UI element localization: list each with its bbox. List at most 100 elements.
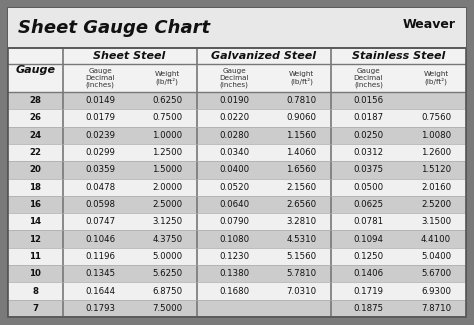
Text: 16: 16	[29, 200, 41, 209]
Text: 0.1094: 0.1094	[354, 235, 383, 244]
Text: Weight
(lb/ft²): Weight (lb/ft²)	[423, 71, 448, 85]
Text: 7.0310: 7.0310	[286, 287, 317, 295]
Text: 8: 8	[32, 287, 38, 295]
Bar	[8, 265, 466, 282]
Text: 0.7500: 0.7500	[152, 113, 182, 123]
Text: 0.1380: 0.1380	[219, 269, 249, 278]
Bar	[8, 48, 466, 64]
Text: 10: 10	[29, 269, 41, 278]
Bar	[8, 64, 466, 92]
Text: 0.1345: 0.1345	[85, 269, 115, 278]
Text: 4.4100: 4.4100	[421, 235, 451, 244]
Text: 1.4060: 1.4060	[286, 148, 317, 157]
Text: Gauge
Decimal
(inches): Gauge Decimal (inches)	[354, 68, 383, 88]
Bar	[8, 178, 466, 196]
Text: 0.0179: 0.0179	[85, 113, 115, 123]
Text: Gauge
Decimal
(inches): Gauge Decimal (inches)	[219, 68, 249, 88]
Text: 0.0400: 0.0400	[219, 165, 249, 175]
Text: 0.1875: 0.1875	[353, 304, 383, 313]
Text: 1.0000: 1.0000	[152, 131, 182, 140]
Text: 0.0640: 0.0640	[219, 200, 249, 209]
Text: 14: 14	[29, 217, 41, 226]
Text: 0.0312: 0.0312	[353, 148, 383, 157]
Bar	[8, 8, 466, 48]
Text: 0.0340: 0.0340	[219, 148, 249, 157]
Text: 7.5000: 7.5000	[152, 304, 182, 313]
Text: 0.1080: 0.1080	[219, 235, 249, 244]
Bar	[8, 127, 466, 144]
Text: 1.2600: 1.2600	[421, 148, 451, 157]
Text: 12: 12	[29, 235, 41, 244]
Bar	[8, 48, 466, 317]
Text: Stainless Steel: Stainless Steel	[352, 51, 445, 61]
Text: 0.1680: 0.1680	[219, 287, 249, 295]
Text: 4.3750: 4.3750	[152, 235, 182, 244]
Text: 7: 7	[32, 304, 38, 313]
Text: 20: 20	[29, 165, 41, 175]
Text: 2.0000: 2.0000	[152, 183, 182, 192]
Text: 11: 11	[29, 252, 41, 261]
Text: 0.9060: 0.9060	[286, 113, 316, 123]
Text: 0.1406: 0.1406	[353, 269, 383, 278]
Text: 2.0160: 2.0160	[421, 183, 451, 192]
Bar	[8, 213, 466, 230]
Text: 5.0000: 5.0000	[152, 252, 182, 261]
Text: 0.7810: 0.7810	[286, 96, 317, 105]
Text: 0.0187: 0.0187	[353, 113, 383, 123]
Text: 0.0500: 0.0500	[353, 183, 383, 192]
Bar	[8, 248, 466, 265]
Text: 3.1250: 3.1250	[152, 217, 182, 226]
Bar	[8, 92, 466, 109]
Text: 0.0375: 0.0375	[353, 165, 383, 175]
Text: 0.0625: 0.0625	[353, 200, 383, 209]
Text: 6.9300: 6.9300	[421, 287, 451, 295]
Text: 2.5200: 2.5200	[421, 200, 451, 209]
Text: 0.0781: 0.0781	[353, 217, 383, 226]
Text: 28: 28	[29, 96, 41, 105]
Text: 24: 24	[29, 131, 41, 140]
Text: 1.0080: 1.0080	[421, 131, 451, 140]
Text: 5.1560: 5.1560	[286, 252, 317, 261]
Bar	[8, 161, 466, 178]
Text: 5.7810: 5.7810	[286, 269, 317, 278]
Text: Weight
(lb/ft²): Weight (lb/ft²)	[289, 71, 314, 85]
Text: 0.0520: 0.0520	[219, 183, 249, 192]
Bar	[8, 109, 466, 127]
Text: 5.0400: 5.0400	[421, 252, 451, 261]
Text: 1.5000: 1.5000	[152, 165, 182, 175]
Text: 0.0280: 0.0280	[219, 131, 249, 140]
Text: 0.0190: 0.0190	[219, 96, 249, 105]
Bar	[8, 230, 466, 248]
Text: 2.1560: 2.1560	[286, 183, 317, 192]
Text: 0.0299: 0.0299	[85, 148, 115, 157]
Text: Gauge: Gauge	[15, 65, 55, 75]
Text: 0.1046: 0.1046	[85, 235, 115, 244]
Text: 0.6250: 0.6250	[152, 96, 182, 105]
Text: 0.0790: 0.0790	[219, 217, 249, 226]
Text: 0.1230: 0.1230	[219, 252, 249, 261]
Text: 0.1644: 0.1644	[85, 287, 115, 295]
Text: 0.1793: 0.1793	[85, 304, 115, 313]
Text: Sheet Gauge Chart: Sheet Gauge Chart	[18, 19, 210, 37]
Text: Sheet Steel: Sheet Steel	[93, 51, 166, 61]
Text: 18: 18	[29, 183, 41, 192]
Text: 1.1560: 1.1560	[286, 131, 317, 140]
Text: 2.6560: 2.6560	[286, 200, 317, 209]
Text: 5.6250: 5.6250	[152, 269, 182, 278]
Text: 0.0359: 0.0359	[85, 165, 115, 175]
Text: 1.2500: 1.2500	[152, 148, 182, 157]
Text: 0.0239: 0.0239	[85, 131, 115, 140]
Text: 22: 22	[29, 148, 41, 157]
Text: Weaver: Weaver	[403, 18, 456, 31]
Text: 3.2810: 3.2810	[286, 217, 317, 226]
Text: 26: 26	[29, 113, 41, 123]
Text: 1.5120: 1.5120	[421, 165, 451, 175]
Text: 0.0250: 0.0250	[353, 131, 383, 140]
Bar	[8, 196, 466, 213]
Text: 0.0598: 0.0598	[85, 200, 115, 209]
Text: 5.6700: 5.6700	[421, 269, 451, 278]
Text: 3.1500: 3.1500	[421, 217, 451, 226]
Bar	[8, 300, 466, 317]
Bar	[8, 144, 466, 161]
Text: 0.1250: 0.1250	[353, 252, 383, 261]
